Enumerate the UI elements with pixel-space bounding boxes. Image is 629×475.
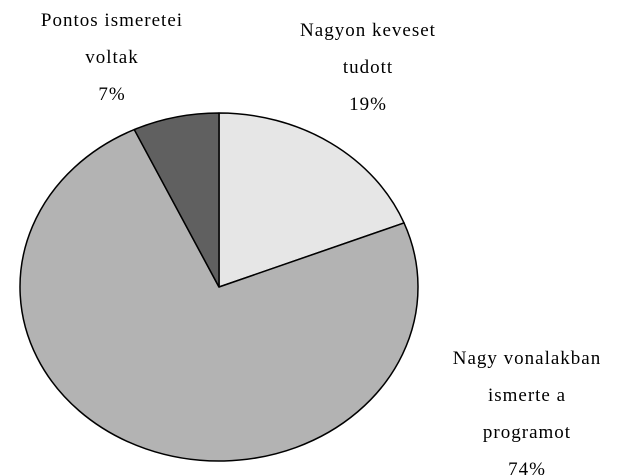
category-label: Pontos ismeretei voltak [40,10,184,68]
slice-label: Nagy vonalakban ismerte a programot 74% [447,340,607,475]
pie-slice [133,112,220,288]
category-label: Nagy vonalakban ismerte a programot [452,348,602,443]
category-label: Nagyon keveset tudott [300,20,436,78]
pie-slice [218,112,405,288]
value-label: 74% [508,459,546,475]
pie-slice [19,128,419,462]
value-label: 19% [349,94,387,115]
value-label: 7% [98,84,126,105]
slice-label: Nagyon keveset tudott 19% [283,12,453,123]
slice-label: Pontos ismeretei voltak 7% [17,2,207,113]
